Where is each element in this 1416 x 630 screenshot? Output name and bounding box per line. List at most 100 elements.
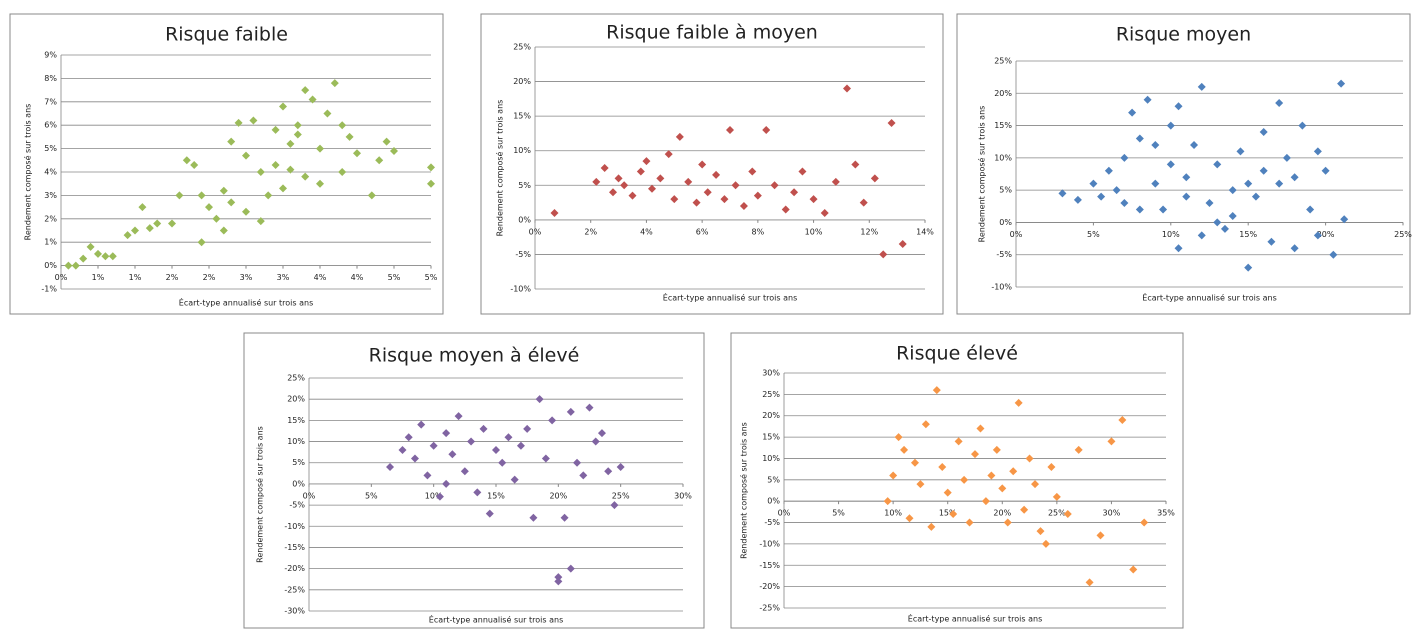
point <box>670 195 679 204</box>
point <box>460 467 469 476</box>
point <box>1213 218 1222 227</box>
point <box>1205 199 1214 208</box>
point <box>1159 205 1168 214</box>
point <box>1074 445 1083 454</box>
point <box>1321 166 1330 175</box>
y-tick-label: -15% <box>284 543 305 552</box>
x-tick-label: 10% <box>1162 230 1180 239</box>
point <box>1290 173 1299 182</box>
chart-panel: Risque faible à moyen -10% -5% 5% 0% 10% 15% 20… <box>480 13 944 315</box>
x-tick-label: 25% <box>1394 230 1412 239</box>
chart-title: Risque élevé <box>896 343 1018 365</box>
point <box>353 149 361 158</box>
x-tick-label: 4% <box>351 273 364 282</box>
point <box>703 188 712 197</box>
x-tick-label: 0% <box>1010 230 1023 239</box>
point <box>516 441 525 450</box>
point <box>145 224 154 233</box>
point <box>175 191 184 200</box>
chart-panel: Risque faible -1% 0% 1% 2% 3% 4% 5% 6% 7% 8% 9% 0% 1%… <box>9 13 444 315</box>
y-tick-label: 5% <box>518 181 531 190</box>
point <box>286 165 295 174</box>
point <box>64 261 73 270</box>
x-axis-title: Écart-type annualisé sur trois ans <box>908 613 1042 624</box>
point <box>190 160 199 169</box>
point <box>108 252 117 261</box>
point <box>698 160 707 169</box>
point <box>620 181 629 190</box>
point <box>448 450 457 459</box>
x-tick-label: 1% <box>129 273 142 282</box>
point <box>1129 565 1138 574</box>
y-tick-label: 30% <box>762 369 780 378</box>
point <box>987 471 996 480</box>
point <box>579 471 588 480</box>
point <box>279 184 287 193</box>
point <box>1128 108 1137 117</box>
point <box>883 497 892 506</box>
point <box>1097 192 1106 201</box>
x-axis-title: Écart-type annualisé sur trois ans <box>179 297 313 308</box>
point <box>554 577 563 586</box>
y-tick-label: 10% <box>513 146 531 155</box>
point <box>338 121 347 130</box>
point <box>1003 518 1012 527</box>
point <box>1120 153 1129 162</box>
x-axis-title: Écart-type annualisé sur trois ans <box>663 292 797 303</box>
point <box>1036 527 1045 536</box>
x-tick-label: 1% <box>92 273 105 282</box>
point <box>726 125 734 134</box>
y-tick-label: 10% <box>762 454 780 463</box>
y-tick-label: 0% <box>292 479 305 488</box>
chart-panel: Risque moyen -10% -5% 0% 5% 10% 15% 20% 25% 0% 5% 1… <box>956 13 1412 315</box>
y-tick-label: 7% <box>44 97 57 106</box>
point <box>79 254 88 263</box>
x-tick-label: 15% <box>939 509 957 518</box>
point <box>535 395 544 404</box>
point <box>1112 186 1121 195</box>
point <box>498 458 507 467</box>
chart-title: Risque faible <box>165 24 288 46</box>
x-tick-label: 2% <box>203 273 216 282</box>
point <box>566 407 575 416</box>
point <box>843 84 851 93</box>
point <box>960 475 969 484</box>
y-tick-label: 0% <box>767 497 780 506</box>
point <box>427 163 435 172</box>
point <box>1041 539 1050 548</box>
point <box>1151 140 1160 149</box>
point <box>971 450 979 459</box>
point <box>943 488 952 497</box>
y-tick-label: -5% <box>996 250 1012 259</box>
point <box>1085 578 1094 587</box>
point <box>916 480 925 489</box>
point <box>1118 416 1127 424</box>
point <box>548 416 557 425</box>
y-tick-label: -20% <box>759 582 780 591</box>
point <box>94 249 102 258</box>
point <box>123 231 132 240</box>
point <box>1267 237 1276 246</box>
point <box>429 441 438 450</box>
x-tick-label: 5% <box>388 273 401 282</box>
y-tick-label: 5% <box>767 475 780 484</box>
point <box>1313 147 1322 156</box>
point <box>614 174 623 183</box>
point <box>308 95 317 104</box>
y-tick-label: 25% <box>287 374 305 383</box>
point <box>386 462 395 471</box>
point <box>1313 231 1322 240</box>
point <box>256 217 265 226</box>
point <box>1182 173 1191 182</box>
point <box>323 109 332 118</box>
x-tick-label: 6% <box>696 227 709 236</box>
y-tick-label: -10% <box>991 283 1012 292</box>
point <box>1107 437 1116 446</box>
y-tick-label: 25% <box>513 43 531 52</box>
point <box>1329 250 1338 259</box>
point <box>1052 492 1061 501</box>
point <box>279 102 287 111</box>
x-tick-label: 30% <box>1103 509 1121 518</box>
point <box>642 157 651 166</box>
point <box>1298 121 1307 130</box>
